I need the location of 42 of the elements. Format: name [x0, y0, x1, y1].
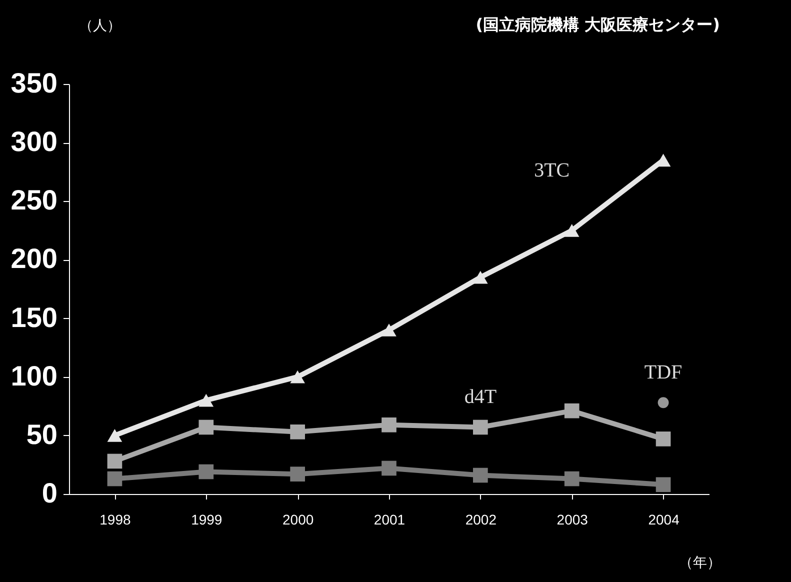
point [656, 477, 671, 492]
x-tick-label: 2004 [648, 512, 680, 528]
point [290, 466, 305, 482]
point [658, 397, 669, 408]
x-tick-label: 2002 [465, 512, 497, 528]
series-label: d4T [464, 386, 497, 408]
y-tick-label: 300 [10, 126, 58, 158]
y-tick-label: 250 [10, 184, 58, 216]
point [107, 429, 122, 442]
series-label: TDF [644, 362, 682, 384]
point [656, 432, 671, 446]
point [290, 370, 305, 384]
point [382, 324, 396, 336]
y-tick-label: 100 [10, 360, 58, 392]
point [107, 454, 122, 469]
y-tick-label: 0 [42, 478, 58, 508]
point [473, 468, 488, 483]
y-tick-label: 50 [26, 418, 58, 450]
text: (国立病院機構 大阪医療センター) [476, 15, 720, 34]
point [473, 270, 488, 284]
point [198, 464, 214, 480]
y-tick-label: 200 [10, 243, 58, 274]
y-axis-title: （人） [79, 18, 121, 34]
y-tick-label: 150 [10, 302, 58, 333]
x-tick-label: 1998 [100, 512, 131, 528]
point [382, 460, 396, 476]
point [107, 471, 122, 486]
point [473, 420, 488, 435]
point [382, 417, 396, 432]
text: 3TC [534, 159, 570, 182]
point [198, 394, 214, 407]
point [564, 471, 580, 486]
point [564, 403, 580, 418]
x-tick-label: 1999 [191, 512, 222, 528]
point [290, 424, 305, 440]
point [198, 420, 214, 435]
x-tick-label: 2003 [556, 512, 588, 528]
x-tick-label: 2001 [374, 512, 406, 528]
y-tick-label: 350 [10, 68, 58, 98]
x-tick-label: 2000 [282, 512, 314, 528]
x-axis-title: （年） [679, 555, 721, 571]
point [564, 224, 580, 237]
